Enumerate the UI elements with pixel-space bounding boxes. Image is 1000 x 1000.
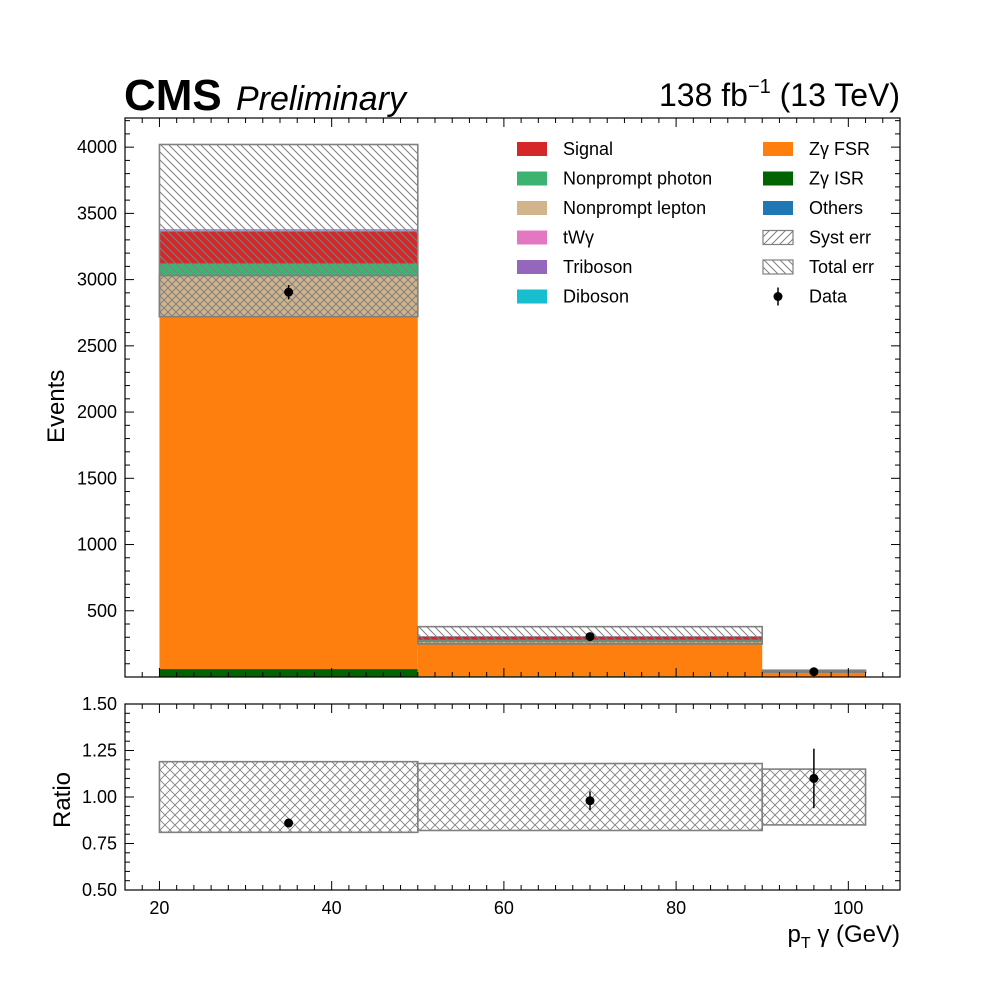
syst-err-band-bin-2: [416, 640, 764, 645]
legend-swatch-tw-: [517, 230, 547, 245]
legend-swatch-nonprompt-photon: [517, 171, 547, 186]
ratio-axes: 20 40 60 80 100 0.50 0.75 1.00 1.25 1.50: [82, 694, 901, 918]
legend-label-signal: Signal: [563, 139, 613, 159]
legend-label-z-fsr: Zγ FSR: [809, 139, 870, 159]
y-tick-label: 2000: [77, 402, 117, 422]
y-tick-label: 2500: [77, 336, 117, 356]
y-tick-label: 3000: [77, 270, 117, 290]
y-tick-label: 3500: [77, 203, 117, 223]
luminosity-label: 138 fb−1 (13 TeV): [659, 76, 900, 113]
y-axis-label-ratio: Ratio: [49, 772, 76, 828]
ratio-point-2: [585, 796, 595, 806]
data-points: [284, 285, 819, 677]
legend-label-triboson: Triboson: [563, 257, 632, 277]
legend-label-nonprompt-photon: Nonprompt photon: [563, 169, 712, 189]
x-tick-label: 20: [149, 898, 169, 918]
legend-label-others: Others: [809, 198, 863, 218]
y-tick-label: 1000: [77, 535, 117, 555]
legend-label-total-err: Total err: [809, 257, 874, 277]
bar-z-isr-bin-1: [159, 669, 418, 677]
main-plot: 500 1000 1500 2000 2500 3000 3500 4000: [77, 117, 901, 678]
ratio-uncertainty-band: [158, 760, 867, 834]
legend-label-data: Data: [809, 287, 848, 307]
y-axis-label-events: Events: [43, 370, 70, 443]
legend-label-z-isr: Zγ ISR: [809, 169, 864, 189]
ratio-point-3: [809, 773, 819, 783]
ratio-y-tick-label: 1.50: [82, 694, 117, 714]
y-tick-label: 4000: [77, 137, 117, 157]
ratio-points: [284, 748, 819, 828]
data-point-1: [284, 287, 294, 297]
legend-swatch-z-isr: [763, 171, 793, 186]
legend-swatch-signal: [517, 142, 547, 156]
legend-swatch-syst-err: [762, 229, 794, 246]
legend-swatch-nonprompt-lepton: [517, 201, 547, 215]
ratio-y-tick-label: 0.75: [82, 834, 117, 854]
bar-z-fsr-bin-2: [417, 643, 763, 677]
legend-swatch-z-fsr: [763, 142, 793, 156]
data-point-3: [809, 667, 819, 677]
ratio-y-tick-label: 1.25: [82, 741, 117, 761]
bar-z-fsr-bin-1: [159, 316, 418, 670]
data-point-2: [585, 632, 595, 642]
legend-swatch-data: [773, 292, 783, 301]
legend-swatch-diboson: [517, 289, 547, 304]
legend-label-diboson: Diboson: [563, 287, 629, 307]
legend-swatch-triboson: [517, 260, 547, 274]
main-axes: 500 1000 1500 2000 2500 3000 3500 4000: [77, 117, 901, 678]
legend-swatch-total-err: [762, 259, 794, 275]
legend-swatch-others: [763, 201, 793, 215]
main-frame: [124, 117, 901, 678]
ratio-point-1: [284, 818, 294, 828]
y-tick-label: 500: [87, 601, 117, 621]
x-tick-label: 60: [494, 898, 514, 918]
legend-label-syst-err: Syst err: [809, 228, 871, 248]
ratio-plot: 20 40 60 80 100 0.50 0.75 1.00 1.25 1.50: [82, 694, 901, 918]
legend-label-nonprompt-lepton: Nonprompt lepton: [563, 198, 706, 218]
legend-label-tw-: tWγ: [563, 228, 594, 248]
legend: Signal Nonprompt photon Nonprompt lepton tW…: [517, 139, 874, 307]
experiment-label: CMS: [124, 71, 222, 120]
x-axis-label: pT γ (GeV): [788, 921, 900, 952]
ratio-y-tick-label: 1.00: [82, 787, 117, 807]
x-tick-label: 80: [666, 898, 686, 918]
x-tick-label: 100: [833, 898, 863, 918]
status-label: Preliminary: [236, 80, 408, 118]
y-tick-label: 1500: [77, 468, 117, 488]
ratio-y-tick-label: 0.50: [82, 880, 117, 900]
x-tick-label: 40: [322, 898, 342, 918]
